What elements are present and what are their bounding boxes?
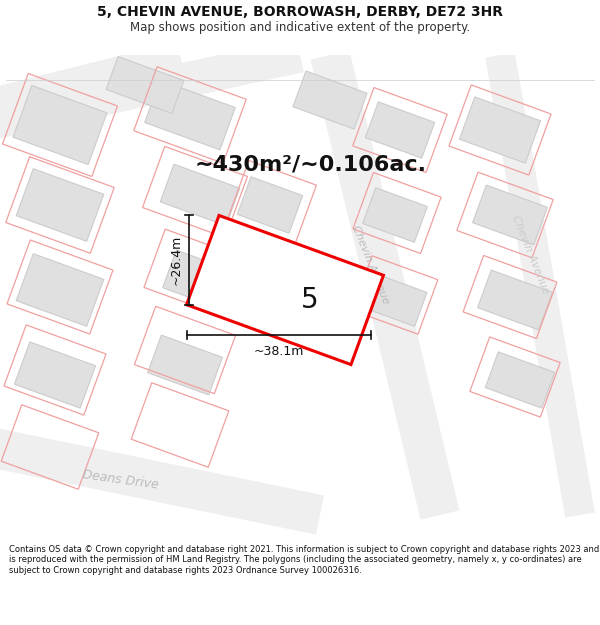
Text: Map shows position and indicative extent of the property.: Map shows position and indicative extent… bbox=[130, 21, 470, 34]
Polygon shape bbox=[0, 38, 304, 142]
Polygon shape bbox=[187, 216, 383, 364]
Polygon shape bbox=[160, 164, 240, 226]
Polygon shape bbox=[0, 426, 324, 534]
Polygon shape bbox=[363, 274, 427, 326]
Polygon shape bbox=[362, 188, 427, 242]
Polygon shape bbox=[478, 270, 553, 330]
Text: Chevin Avenue: Chevin Avenue bbox=[509, 214, 550, 296]
Text: Deans Drive: Deans Drive bbox=[81, 468, 159, 492]
Polygon shape bbox=[106, 57, 184, 113]
Polygon shape bbox=[485, 352, 554, 408]
Polygon shape bbox=[0, 41, 184, 119]
Text: Contains OS data © Crown copyright and database right 2021. This information is : Contains OS data © Crown copyright and d… bbox=[9, 545, 599, 575]
Polygon shape bbox=[163, 250, 238, 310]
Polygon shape bbox=[238, 262, 302, 318]
Polygon shape bbox=[238, 177, 302, 233]
Text: ~26.4m: ~26.4m bbox=[170, 235, 183, 285]
Polygon shape bbox=[473, 185, 547, 245]
Text: ~430m²/~0.106ac.: ~430m²/~0.106ac. bbox=[195, 155, 427, 175]
Polygon shape bbox=[365, 102, 434, 158]
Polygon shape bbox=[460, 97, 541, 163]
Polygon shape bbox=[13, 86, 107, 164]
Text: ~38.1m: ~38.1m bbox=[254, 345, 304, 358]
Text: 5, CHEVIN AVENUE, BORROWASH, DERBY, DE72 3HR: 5, CHEVIN AVENUE, BORROWASH, DERBY, DE72… bbox=[97, 5, 503, 19]
Polygon shape bbox=[16, 254, 104, 326]
Polygon shape bbox=[485, 52, 595, 518]
Polygon shape bbox=[148, 335, 223, 395]
Polygon shape bbox=[14, 342, 95, 408]
Polygon shape bbox=[311, 51, 460, 519]
Polygon shape bbox=[16, 169, 104, 241]
Polygon shape bbox=[145, 80, 235, 150]
Polygon shape bbox=[293, 71, 367, 129]
Text: Chevin Avenue: Chevin Avenue bbox=[350, 224, 391, 306]
Text: 5: 5 bbox=[301, 286, 319, 314]
